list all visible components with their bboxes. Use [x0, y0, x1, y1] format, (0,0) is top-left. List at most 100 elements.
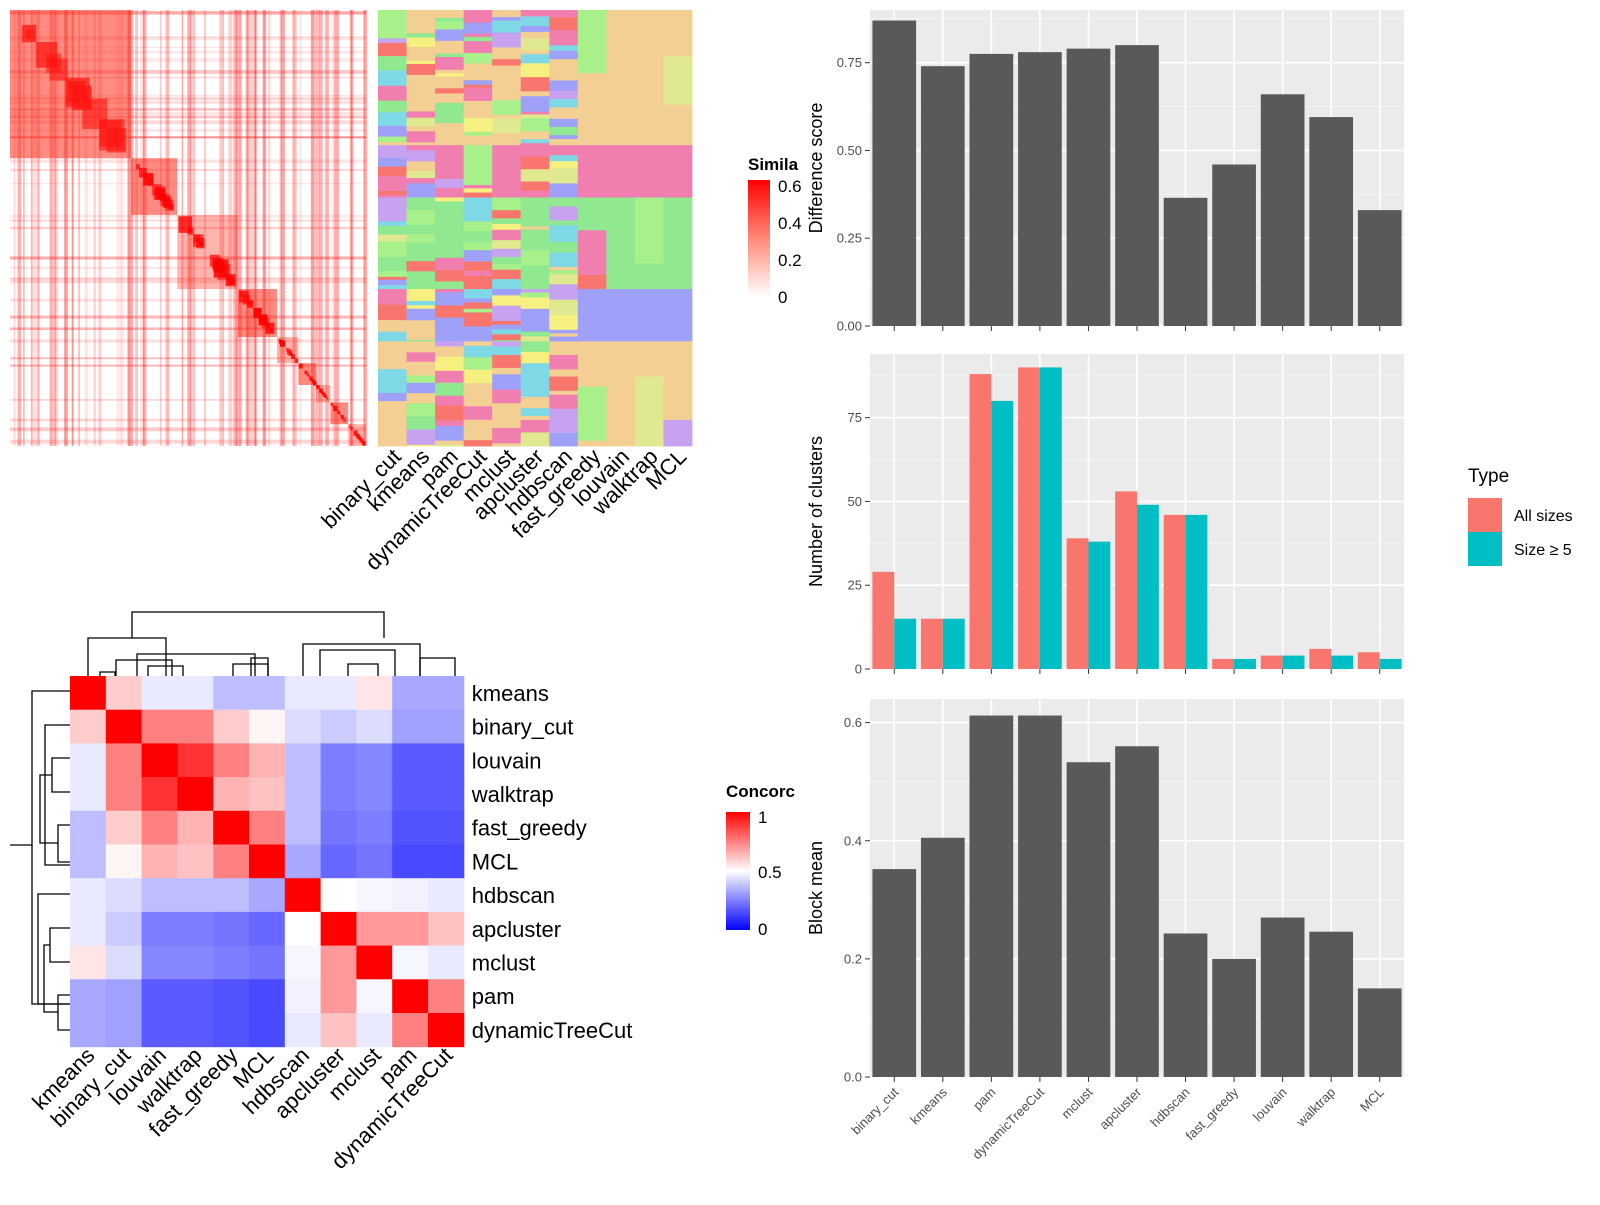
- strip-cell: [606, 145, 636, 186]
- similarity-subblock: [25, 29, 34, 39]
- strip-cell: [406, 97, 436, 112]
- concordance-cell-fast-greedy-mcl: [249, 810, 286, 845]
- strip-cell: [435, 317, 465, 327]
- strip-cell: [463, 160, 493, 176]
- strip-cell: [520, 331, 550, 337]
- x-tick-label-binary-cut: binary_cut: [848, 1084, 901, 1137]
- concordance-cell-hdbscan-pam: [392, 878, 429, 913]
- strip-cell: [435, 226, 465, 231]
- bar-all-sizes-kmeans: [920, 618, 943, 669]
- similarity-stripe: [254, 10, 257, 446]
- row-label-apcluster: apcluster: [472, 917, 561, 942]
- strip-cell: [463, 188, 493, 194]
- similarity-stripe: [299, 10, 302, 446]
- similarity-stripe: [280, 10, 285, 446]
- bar-louvain: [1260, 917, 1305, 1077]
- y-axis-label: Number of clusters: [806, 436, 826, 587]
- strip-cell: [520, 250, 550, 266]
- strip-cell: [577, 197, 607, 231]
- similarity-stripe: [283, 10, 286, 446]
- similarity-stripe: [130, 10, 134, 446]
- concordance-cell-walktrap-fast-greedy: [213, 777, 250, 812]
- strip-cell: [492, 321, 522, 326]
- strip-cell: [606, 266, 636, 290]
- strip-cell: [549, 274, 579, 285]
- strip-cell: [663, 419, 693, 447]
- similarity-stripe: [10, 339, 366, 343]
- strip-cell: [520, 308, 550, 324]
- similarity-subblock: [337, 410, 341, 415]
- strip-cell: [634, 263, 664, 290]
- strip-cell: [549, 241, 579, 254]
- strip-cell: [520, 156, 550, 162]
- strip-cell: [549, 10, 579, 18]
- similarity-stripe: [233, 10, 237, 446]
- strip-cell: [406, 289, 436, 302]
- strip-cell: [549, 336, 579, 342]
- strip-cell: [406, 10, 436, 21]
- strip-cell: [520, 292, 550, 298]
- strip-cell: [406, 327, 436, 341]
- similarity-subblock: [253, 307, 262, 319]
- strip-cell: [463, 67, 493, 81]
- strip-cell: [406, 340, 436, 342]
- strip-cell: [435, 17, 465, 22]
- strip-cell: [492, 264, 522, 271]
- strip-cell: [549, 168, 579, 184]
- strip-cell: [378, 276, 407, 281]
- concordance-cell-kmeans-kmeans: [70, 676, 107, 711]
- similarity-stripe: [193, 10, 195, 446]
- row-label-louvain: louvain: [472, 748, 542, 773]
- strip-cell: [549, 284, 579, 290]
- concordance-cell-apcluster-mcl: [249, 911, 286, 947]
- strip-cell: [492, 76, 522, 91]
- concordance-cell-pam-apcluster: [320, 979, 357, 1014]
- strip-cell: [435, 201, 465, 216]
- strip-cell: [463, 178, 493, 186]
- strip-cell: [577, 440, 607, 447]
- strip-cell: [435, 161, 465, 177]
- concordance-cell-mcl-hdbscan: [284, 844, 322, 879]
- concordance-cell-fast-greedy-mclust: [356, 810, 393, 845]
- similarity-stripe: [315, 10, 318, 446]
- similarity-subblock: [247, 300, 254, 308]
- strip-cell: [378, 100, 407, 104]
- similarity-subblock: [196, 238, 205, 249]
- strip-cell: [492, 197, 522, 211]
- bar-size-5-louvain: [1282, 655, 1305, 669]
- strip-cell: [549, 369, 579, 377]
- concordance-cell-kmeans-mclust: [356, 676, 393, 711]
- strip-cell: [520, 363, 550, 371]
- strip-cell: [549, 127, 579, 136]
- strip-cell: [492, 195, 522, 198]
- strip-cell: [492, 100, 522, 116]
- strip-cell: [520, 197, 550, 207]
- similarity-stripe: [17, 10, 22, 446]
- similarity-subblock: [355, 433, 359, 437]
- strip-cell: [634, 376, 664, 447]
- concordance-legend: Concorc 1 0.5 0: [726, 782, 795, 939]
- strip-cell: [435, 182, 465, 189]
- similarity-stripe: [135, 10, 138, 446]
- strip-cell: [378, 145, 407, 159]
- similarity-subblock: [290, 354, 295, 359]
- strip-cell: [463, 135, 493, 146]
- concordance-cell-louvain-apcluster: [320, 743, 357, 778]
- concordance-cell-mclust-walktrap: [177, 945, 214, 980]
- similarity-stripe: [10, 315, 366, 319]
- strip-cell: [406, 145, 436, 151]
- strip-cell: [520, 63, 550, 78]
- concordance-legend-title: Concorc: [726, 782, 795, 801]
- concordance-cell-pam-mclust: [356, 979, 393, 1014]
- strip-cell: [549, 408, 579, 425]
- similarity-subblock: [295, 359, 299, 364]
- strip-cell: [463, 419, 493, 430]
- strip-cell: [492, 17, 522, 22]
- bar-binary-cut: [872, 869, 917, 1077]
- strip-cell: [378, 221, 407, 227]
- strip-cell: [492, 354, 522, 369]
- legend-label-all-sizes: All sizes: [1514, 508, 1573, 525]
- strip-cell: [378, 38, 407, 44]
- strip-cell: [463, 210, 493, 222]
